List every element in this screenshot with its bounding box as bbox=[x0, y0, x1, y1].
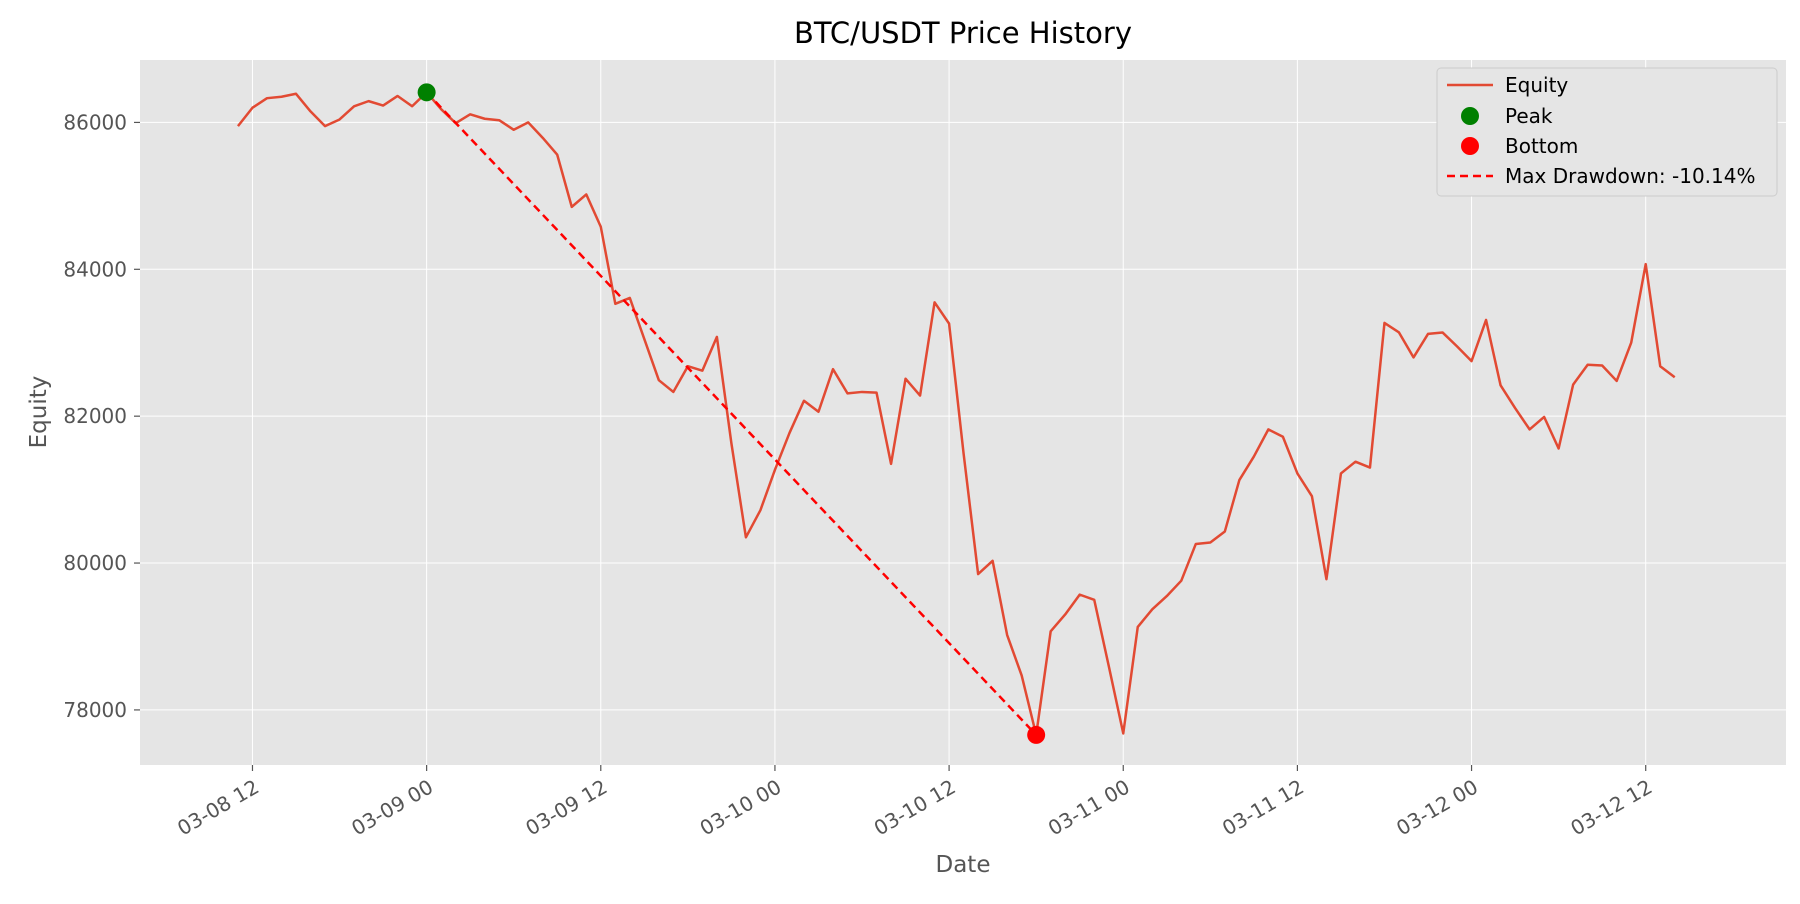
legend-peak-swatch bbox=[1461, 107, 1479, 125]
bottom-marker bbox=[1027, 725, 1046, 744]
legend-box bbox=[1436, 67, 1778, 197]
legend-peak-label: Peak bbox=[1505, 104, 1553, 128]
equity-series-line bbox=[236, 91, 1676, 737]
x-axis-label: Date bbox=[936, 852, 991, 878]
y-tick-label: 86000 bbox=[63, 110, 127, 134]
chart-title: BTC/USDT Price History bbox=[794, 16, 1132, 50]
max-drawdown-line bbox=[425, 91, 1038, 736]
x-tick-label: 03-08 12 bbox=[173, 775, 263, 841]
y-axis-label: Equity bbox=[26, 376, 52, 449]
x-tick-label: 03-12 12 bbox=[1566, 775, 1656, 841]
legend-equity-label: Equity bbox=[1505, 73, 1568, 97]
legend-bottom-label: Bottom bbox=[1505, 134, 1578, 158]
x-tick-label: 03-09 12 bbox=[521, 775, 611, 841]
x-tick-label: 03-11 00 bbox=[1044, 775, 1134, 841]
legend-drawdown-label: Max Drawdown: -10.14% bbox=[1505, 164, 1755, 188]
x-tick-label: 03-12 00 bbox=[1392, 775, 1482, 841]
y-axis: 78000 80000 82000 84000 86000 bbox=[63, 110, 140, 722]
x-tick-label: 03-10 12 bbox=[870, 775, 960, 841]
x-tick-label: 03-09 00 bbox=[347, 775, 437, 841]
legend-bottom-swatch bbox=[1461, 137, 1479, 155]
peak-marker bbox=[417, 83, 436, 102]
x-axis: 03-08 12 03-09 00 03-09 12 03-10 00 03-10 12… bbox=[173, 765, 1656, 840]
y-tick-label: 84000 bbox=[63, 257, 127, 281]
y-tick-label: 82000 bbox=[63, 404, 127, 428]
legend: Equity Peak Bottom Max Drawdown: -10.14% bbox=[1436, 67, 1778, 197]
x-tick-label: 03-10 00 bbox=[696, 775, 786, 841]
x-tick-label: 03-11 12 bbox=[1218, 775, 1308, 841]
y-tick-label: 78000 bbox=[63, 698, 127, 722]
y-tick-label: 80000 bbox=[63, 551, 127, 575]
series-layer bbox=[236, 83, 1676, 744]
